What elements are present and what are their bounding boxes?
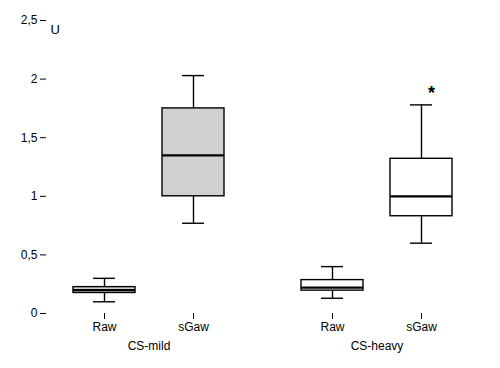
svg-text:Raw: Raw — [320, 320, 344, 334]
svg-text:CS-heavy: CS-heavy — [351, 339, 404, 353]
svg-text:CS-mild: CS-mild — [128, 339, 171, 353]
svg-text:1: 1 — [31, 189, 38, 203]
svg-text:2: 2 — [31, 72, 38, 86]
svg-text:1,5: 1,5 — [21, 131, 38, 145]
svg-text:0: 0 — [31, 306, 38, 320]
svg-text:0,5: 0,5 — [21, 248, 38, 262]
svg-text:sGaw: sGaw — [178, 320, 209, 334]
svg-text:*: * — [428, 83, 435, 103]
svg-text:Raw: Raw — [92, 320, 116, 334]
svg-text:2,5: 2,5 — [21, 13, 38, 27]
svg-text:U: U — [51, 22, 60, 37]
svg-text:sGaw: sGaw — [406, 320, 437, 334]
